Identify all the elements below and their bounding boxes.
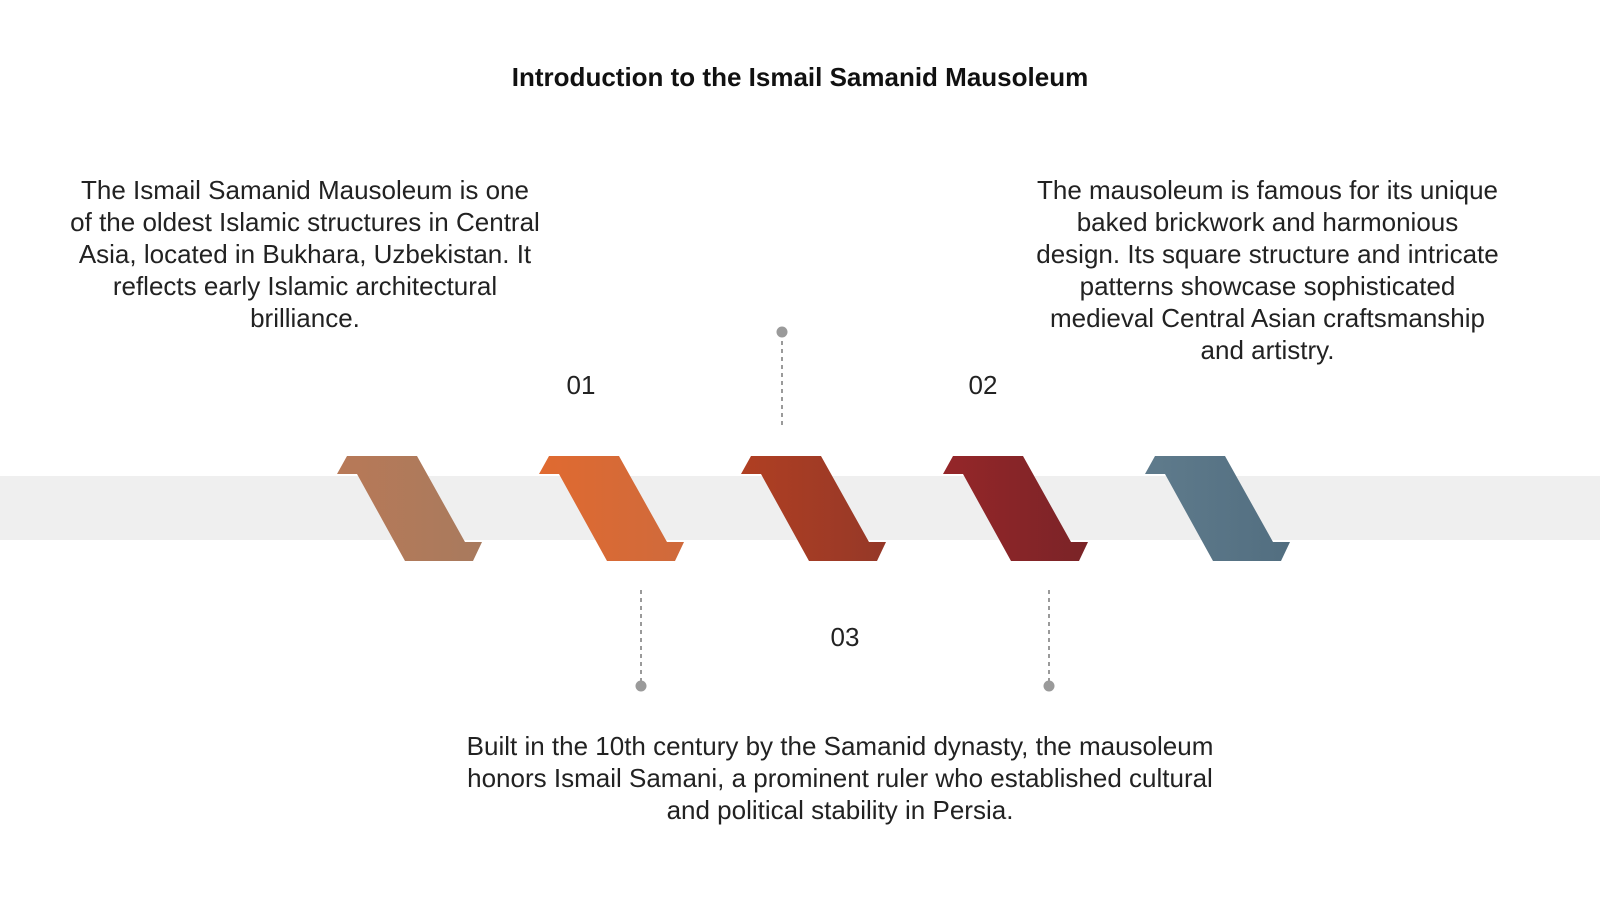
ribbon-shape-2 [539,456,684,561]
ribbon-shape-4 [943,456,1088,561]
ribbon-shape-1 [337,456,482,561]
page-title: Introduction to the Ismail Samanid Mauso… [511,62,1089,92]
connector-top-dot [776,326,788,338]
ribbon-shape-5 [1145,456,1290,561]
connector-top [776,326,788,428]
step-01-text: The Ismail Samanid Mausoleum is one of t… [70,175,540,333]
step-02-text: The mausoleum is famous for its unique b… [1036,175,1499,365]
step-02-number: 02 [968,370,998,400]
connector-bottom-right-dot [1043,680,1055,692]
step-03-number: 03 [830,622,860,652]
connector-bottom-left [635,590,647,692]
ribbon-shape-3 [741,456,886,561]
connector-bottom-left-dot [635,680,647,692]
step-01-number: 01 [566,370,596,400]
connector-bottom-right [1043,590,1055,692]
step-03-text: Built in the 10th century by the Samanid… [466,731,1214,825]
